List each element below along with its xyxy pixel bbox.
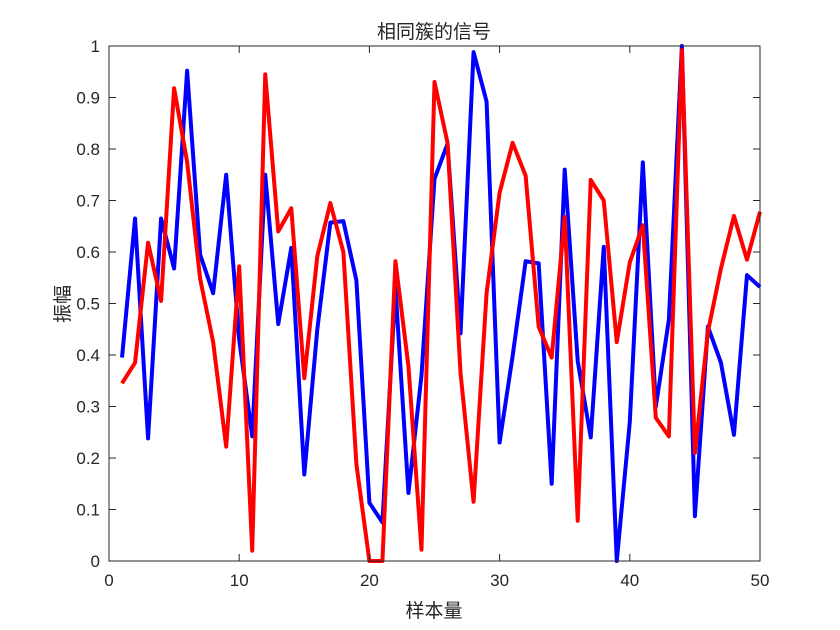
y-tick-label: 0: [91, 552, 100, 571]
y-tick-label: 0.6: [76, 243, 100, 262]
x-tick-label: 10: [230, 571, 249, 590]
x-tick-label: 20: [360, 571, 379, 590]
y-tick-label: 0.7: [76, 192, 100, 211]
y-tick-label: 0.8: [76, 140, 100, 159]
x-tick-label: 30: [490, 571, 509, 590]
x-tick-label: 50: [751, 571, 770, 590]
series-layer: [120, 44, 762, 563]
y-tick-label: 0.3: [76, 398, 100, 417]
x-tick-label: 40: [620, 571, 639, 590]
y-tick-label: 1: [91, 37, 100, 56]
ticks-layer: 0 10 20 30 40 50 0 0.1 0.2 0.3 0.4 0.5 0.6 0.7 0.8 0.9 1: [76, 37, 769, 590]
y-tick-label: 0.2: [76, 449, 100, 468]
chart-title: 相同簇的信号: [377, 21, 491, 43]
y-tick-label: 0.9: [76, 89, 100, 108]
x-tick-label: 0: [104, 571, 113, 590]
y-axis-title: 振幅: [52, 285, 74, 323]
y-tick-label: 0.5: [76, 295, 100, 314]
y-tick-label: 0.1: [76, 501, 100, 520]
series-line-2: [120, 48, 762, 563]
y-tick-label: 0.4: [76, 346, 100, 365]
x-axis-title: 样本量: [405, 600, 462, 622]
